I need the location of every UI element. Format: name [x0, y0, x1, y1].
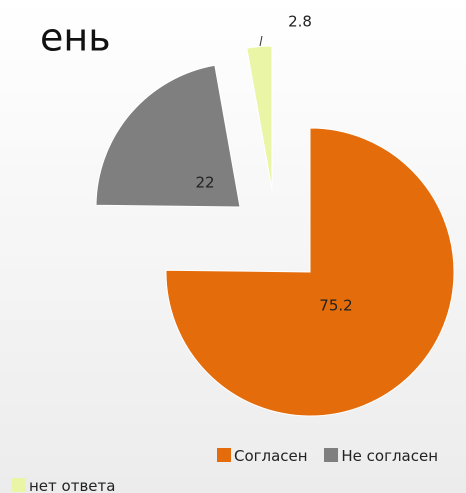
legend-label: Согласен: [234, 447, 308, 465]
legend-swatch: [12, 478, 26, 492]
pie-slice: [246, 45, 273, 191]
data-label: 2.8: [288, 13, 312, 31]
title: ень: [40, 16, 111, 60]
pie-slice: [165, 127, 455, 417]
legend: Согласен Не согласен нет ответа: [12, 441, 464, 493]
legend-item: Согласен: [217, 447, 308, 465]
legend-item: нет ответа: [12, 477, 115, 493]
leader-line: [259, 35, 263, 47]
legend-swatch: [324, 448, 339, 462]
data-label: 22: [195, 174, 214, 192]
pie-slice: [95, 64, 241, 208]
legend-label: нет ответа: [29, 477, 116, 493]
legend-item: Не согласен: [324, 447, 438, 465]
legend-label: Не согласен: [341, 447, 439, 465]
data-label: 75.2: [319, 297, 352, 315]
legend-swatch: [217, 448, 231, 462]
